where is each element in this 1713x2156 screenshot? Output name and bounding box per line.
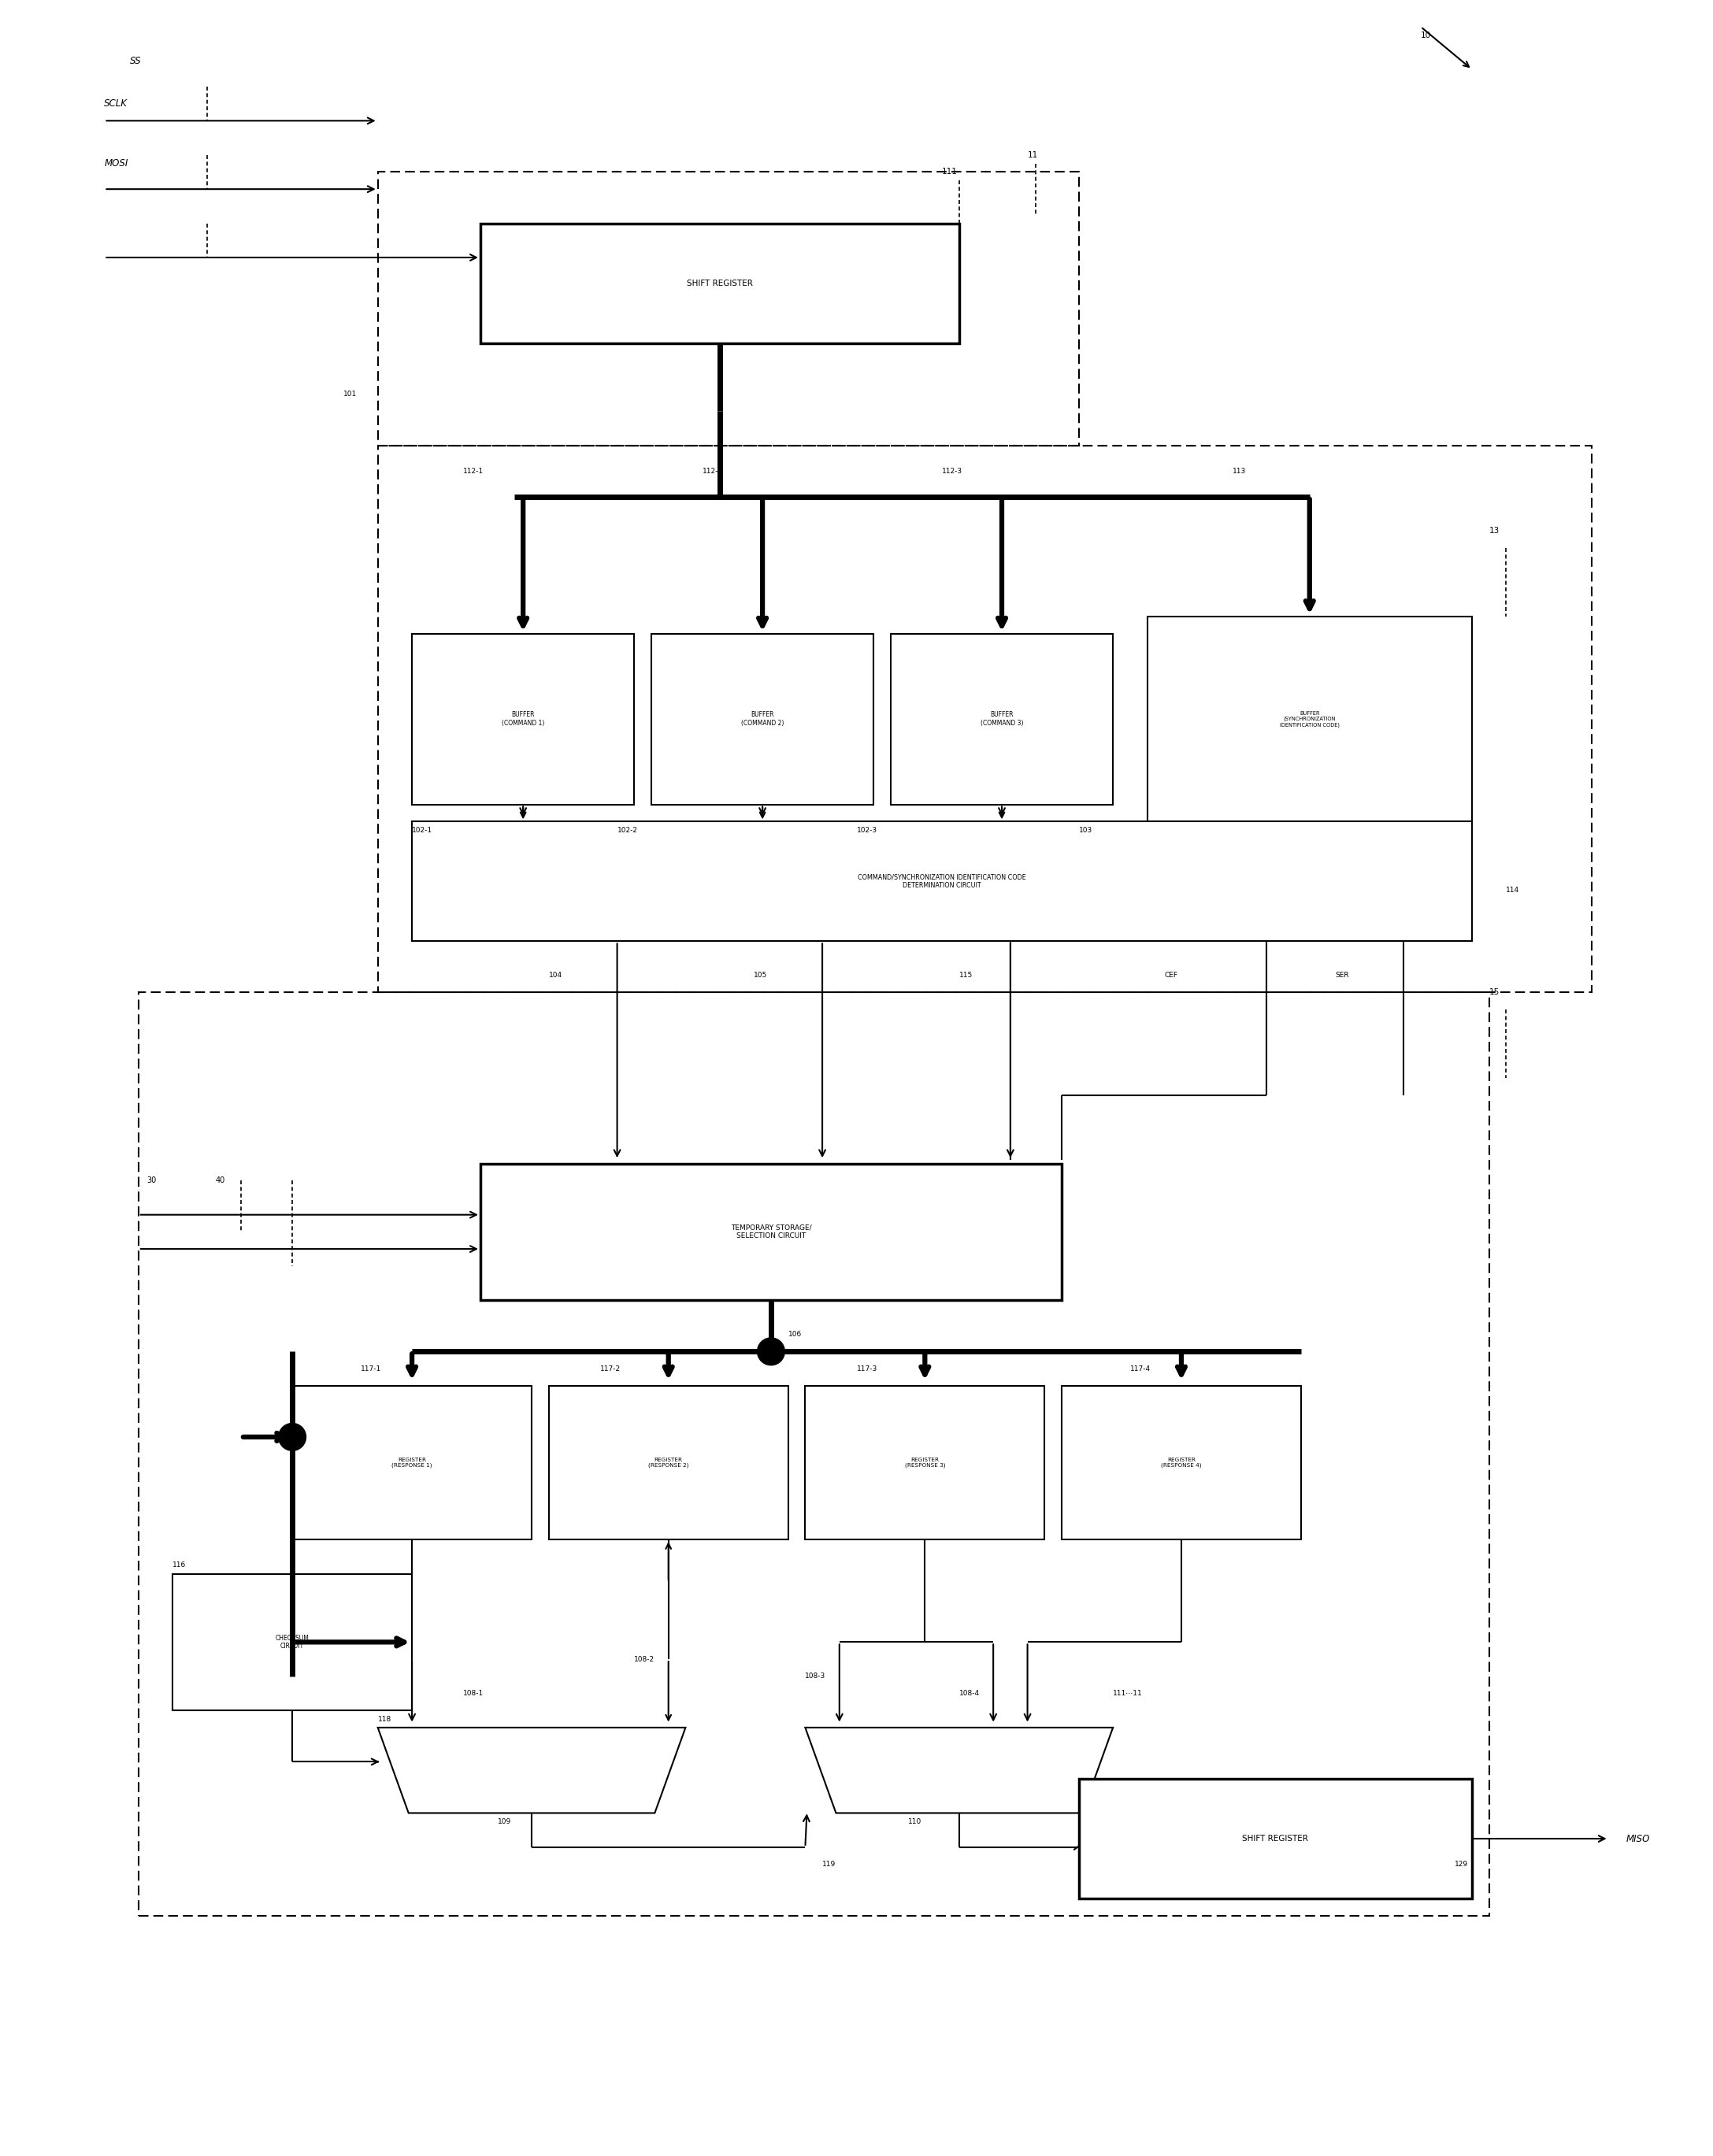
Text: REGISTER
(RESPONSE 2): REGISTER (RESPONSE 2)	[648, 1457, 689, 1468]
Text: SER: SER	[1334, 972, 1350, 979]
Bar	[548, 1386, 788, 1539]
Text: 13: 13	[1489, 526, 1499, 535]
Bar	[379, 172, 1079, 446]
Bar	[139, 992, 1489, 1915]
Bar	[1062, 1386, 1300, 1539]
Text: 108-3: 108-3	[805, 1673, 826, 1680]
Text: 112-2: 112-2	[702, 468, 723, 474]
Text: MISO: MISO	[1626, 1833, 1650, 1843]
Text: 103: 103	[1079, 826, 1093, 834]
Text: 110: 110	[908, 1818, 922, 1826]
Text: COMMAND/SYNCHRONIZATION IDENTIFICATION CODE
DETERMINATION CIRCUIT: COMMAND/SYNCHRONIZATION IDENTIFICATION C…	[858, 873, 1026, 888]
Text: 113: 113	[1233, 468, 1247, 474]
Bar	[173, 1574, 413, 1710]
Text: 108-4: 108-4	[959, 1690, 980, 1697]
Text: 102-2: 102-2	[617, 826, 637, 834]
Text: 117-2: 117-2	[600, 1365, 620, 1371]
Text: 117-3: 117-3	[856, 1365, 877, 1371]
Text: SCLK: SCLK	[104, 99, 128, 108]
Bar	[480, 224, 959, 343]
Bar	[1079, 1779, 1471, 1899]
Text: 112-1: 112-1	[463, 468, 483, 474]
Text: BUFFER
(COMMAND 2): BUFFER (COMMAND 2)	[742, 711, 785, 727]
Text: 101: 101	[344, 390, 358, 399]
Text: REGISTER
(RESPONSE 3): REGISTER (RESPONSE 3)	[904, 1457, 946, 1468]
Text: SHIFT REGISTER: SHIFT REGISTER	[1242, 1835, 1309, 1843]
Bar	[891, 634, 1113, 804]
Text: 15: 15	[1489, 990, 1499, 996]
Bar	[379, 446, 1591, 992]
Text: REGISTER
(RESPONSE 1): REGISTER (RESPONSE 1)	[392, 1457, 432, 1468]
Text: 106: 106	[788, 1330, 802, 1339]
Text: SS: SS	[130, 56, 142, 67]
Text: 30: 30	[147, 1177, 156, 1184]
Text: REGISTER
(RESPONSE 4): REGISTER (RESPONSE 4)	[1161, 1457, 1201, 1468]
Text: 40: 40	[216, 1177, 224, 1184]
Text: 129: 129	[1454, 1861, 1468, 1867]
Text: BUFFER
(SYNCHRONIZATION
IDENTIFICATION CODE): BUFFER (SYNCHRONIZATION IDENTIFICATION C…	[1280, 711, 1340, 727]
Bar	[805, 1386, 1045, 1539]
Text: MOSI: MOSI	[104, 157, 128, 168]
Text: 11: 11	[1028, 151, 1038, 160]
Text: 108-1: 108-1	[463, 1690, 485, 1697]
Text: 111⋯11: 111⋯11	[1113, 1690, 1143, 1697]
Circle shape	[279, 1423, 307, 1451]
Text: 111: 111	[942, 168, 958, 177]
Bar	[651, 634, 874, 804]
Text: TEMPORARY STORAGE/
SELECTION CIRCUIT: TEMPORARY STORAGE/ SELECTION CIRCUIT	[731, 1225, 812, 1240]
Text: BUFFER
(COMMAND 3): BUFFER (COMMAND 3)	[980, 711, 1023, 727]
Text: 118: 118	[379, 1716, 391, 1723]
Text: 10: 10	[1420, 32, 1430, 39]
Text: CEF: CEF	[1165, 972, 1177, 979]
Bar	[480, 1164, 1062, 1300]
Text: BUFFER
(COMMAND 1): BUFFER (COMMAND 1)	[502, 711, 545, 727]
Bar	[413, 634, 634, 804]
Bar	[293, 1386, 531, 1539]
Text: 112-3: 112-3	[942, 468, 963, 474]
Text: 105: 105	[754, 972, 767, 979]
Text: CHECKSUM
CIRCUIT: CHECKSUM CIRCUIT	[276, 1634, 308, 1649]
Text: 119: 119	[822, 1861, 836, 1867]
Text: 114: 114	[1506, 886, 1519, 893]
Polygon shape	[805, 1727, 1113, 1813]
Text: 102-3: 102-3	[856, 826, 877, 834]
Text: SHIFT REGISTER: SHIFT REGISTER	[687, 280, 752, 287]
Circle shape	[757, 1339, 785, 1365]
Text: 108-2: 108-2	[634, 1656, 654, 1662]
Text: 109: 109	[497, 1818, 510, 1826]
Text: 102-1: 102-1	[413, 826, 433, 834]
Text: 104: 104	[548, 972, 562, 979]
Bar	[1148, 617, 1471, 821]
Text: 117-4: 117-4	[1131, 1365, 1151, 1371]
Bar	[413, 821, 1471, 942]
Text: 117-1: 117-1	[361, 1365, 382, 1371]
Text: 115: 115	[959, 972, 973, 979]
Polygon shape	[379, 1727, 685, 1813]
Text: 116: 116	[173, 1561, 187, 1570]
